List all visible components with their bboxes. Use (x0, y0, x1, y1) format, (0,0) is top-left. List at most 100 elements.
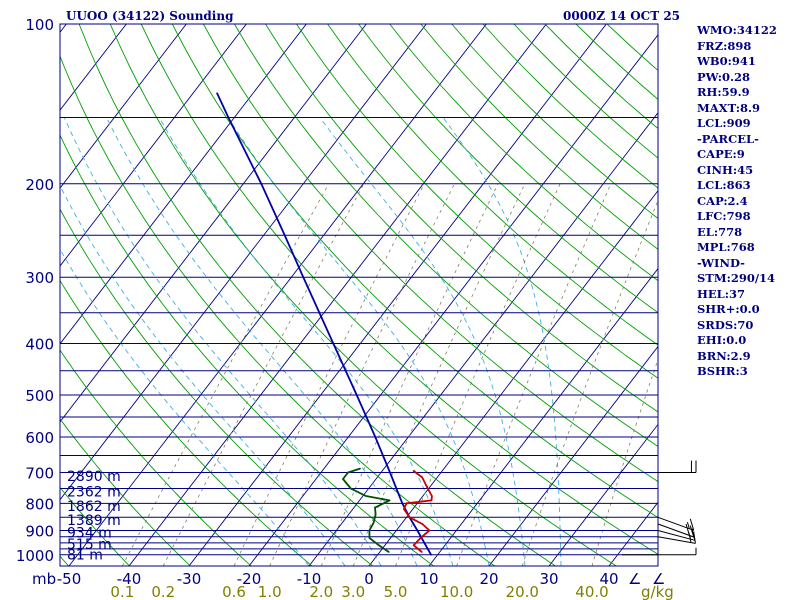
pressure-tick-label: 1000 (16, 547, 54, 565)
isotherm-line (60, 24, 247, 267)
mixing-ratio-tick-label: 10.0 (440, 583, 473, 600)
mixing-ratio-unit-label: g/kg (641, 583, 674, 600)
dry-adiabat-line (60, 208, 374, 566)
dewpoint-trace-point (342, 478, 344, 480)
dry-adiabat-line (420, 24, 658, 250)
index-item: PW:0.28 (697, 69, 751, 84)
isotherm-line (60, 24, 367, 423)
mixing-ratio-tick-label: 2.0 (309, 583, 333, 600)
dry-adiabat-line (234, 24, 658, 447)
height-label: 81 m (67, 547, 103, 563)
height-label: 934 m (67, 526, 112, 542)
dry-adiabat-line (60, 486, 130, 566)
index-item: WB0:941 (697, 54, 756, 68)
parcel-trace-point (302, 276, 305, 279)
dry-adiabat-line (78, 24, 556, 566)
axis-tail-mark: ∠ (628, 570, 641, 588)
isotherm-line (248, 34, 658, 566)
index-item: FRZ:898 (697, 38, 752, 53)
dewpoint-trace-point (374, 506, 376, 509)
mixing-ratio-line (121, 183, 330, 566)
pressure-tick-label: 300 (25, 269, 54, 287)
temperature-trace-point (412, 544, 415, 547)
mixing-ratio-tick-label: 40.0 (575, 583, 608, 600)
axis-tail-mark: ∠ (652, 570, 665, 588)
dry-adiabat-line (60, 555, 69, 566)
mixing-ratio-tick-label: 5.0 (384, 583, 408, 600)
parcel-trace-point (216, 92, 218, 94)
dewpoint-trace-point (374, 513, 377, 516)
temperature-trace-point (419, 537, 422, 539)
index-item: EL:778 (697, 224, 743, 239)
temperature-trace-point (403, 508, 405, 510)
mixing-ratio-line (521, 199, 658, 566)
index-item: SHR+:0.0 (697, 302, 760, 316)
mixing-ratio-tick-label: 0.6 (222, 583, 246, 600)
temperature-trace-point (428, 529, 431, 532)
dry-adiabat-line (265, 24, 658, 413)
temperature-tick-label: -40 (117, 570, 142, 588)
isotherm-line (68, 24, 487, 566)
dry-adiabat-line (358, 24, 658, 314)
dry-adiabat-line (389, 24, 658, 282)
index-item: BSHR:3 (697, 364, 748, 378)
parcel-trace-point (355, 394, 358, 396)
dry-adiabat-line (0, 24, 8, 566)
temperature-tick-label: -30 (177, 570, 202, 588)
isotherm-line (488, 345, 658, 566)
pressure-tick-label: 200 (25, 176, 54, 194)
parcel-trace-point (227, 116, 230, 119)
dry-adiabat-line (140, 24, 658, 555)
index-item: CAP:2.4 (697, 193, 748, 208)
indices-panel: WMO:34122 FRZ:898 WB0:941 PW:0.28 RH:59.9 MAX… (697, 23, 797, 380)
moist-adiabat-line (158, 117, 454, 566)
temperature-trace-point (412, 470, 415, 472)
dewpoint-trace-point (347, 471, 349, 474)
pressure-tick-label: 800 (25, 495, 54, 513)
isotherm-line (548, 423, 658, 566)
mixing-ratio-line (233, 183, 425, 566)
sounding-traces (216, 92, 433, 556)
dry-adiabat-line (171, 24, 658, 519)
index-item: LFC:798 (697, 209, 751, 223)
isotherm-line (128, 24, 547, 566)
isotherm-line (308, 112, 658, 566)
index-item: STM:290/14 (697, 271, 776, 285)
dewpoint-trace-point (368, 529, 371, 532)
parcel-trace-point (283, 234, 286, 237)
mixing-ratio-tick-label: 1.0 (258, 583, 282, 600)
plot-frame (59, 23, 659, 567)
mixing-ratio-tick-label: 0.1 (110, 583, 134, 600)
wind-barb (657, 523, 695, 538)
sounding-datetime: 0000Z 14 OCT 25 (563, 9, 681, 23)
wind-barbs (622, 460, 697, 556)
mixing-ratio-line (320, 183, 499, 566)
dry-adiabat-line (60, 349, 252, 566)
height-label: 2890 m (67, 469, 121, 485)
index-item: MAXT:8.9 (697, 100, 760, 115)
index-item: HEL:37 (697, 286, 745, 301)
index-item: LCL:863 (697, 178, 751, 192)
temperature-tick-label: 0 (364, 570, 374, 588)
temperature-trace-point (430, 499, 433, 502)
dry-adiabat-line (60, 134, 434, 566)
dry-adiabat-line (60, 279, 313, 566)
temperature-trace-point (421, 523, 424, 525)
dewpoint-trace-point (378, 544, 380, 547)
dry-adiabat-line (327, 24, 658, 346)
mixing-ratio-tick-label: 20.0 (506, 583, 539, 600)
index-item: MPL:768 (697, 240, 755, 254)
index-item: SRDS:70 (697, 317, 754, 332)
temperature-tick-label: 30 (539, 570, 558, 588)
height-label: 515 m (67, 537, 112, 553)
height-label: 1862 m (67, 499, 121, 515)
pressure-tick-label: 700 (25, 465, 54, 483)
parcel-trace-point (416, 529, 419, 532)
dewpoint-trace-point (359, 467, 361, 470)
isotherm-line (0, 24, 6, 566)
parcel-trace-point (401, 502, 404, 505)
dewpoint-trace-point (388, 551, 390, 553)
index-item: CAPE:9 (697, 147, 745, 161)
temperature-trace-point (431, 495, 433, 497)
